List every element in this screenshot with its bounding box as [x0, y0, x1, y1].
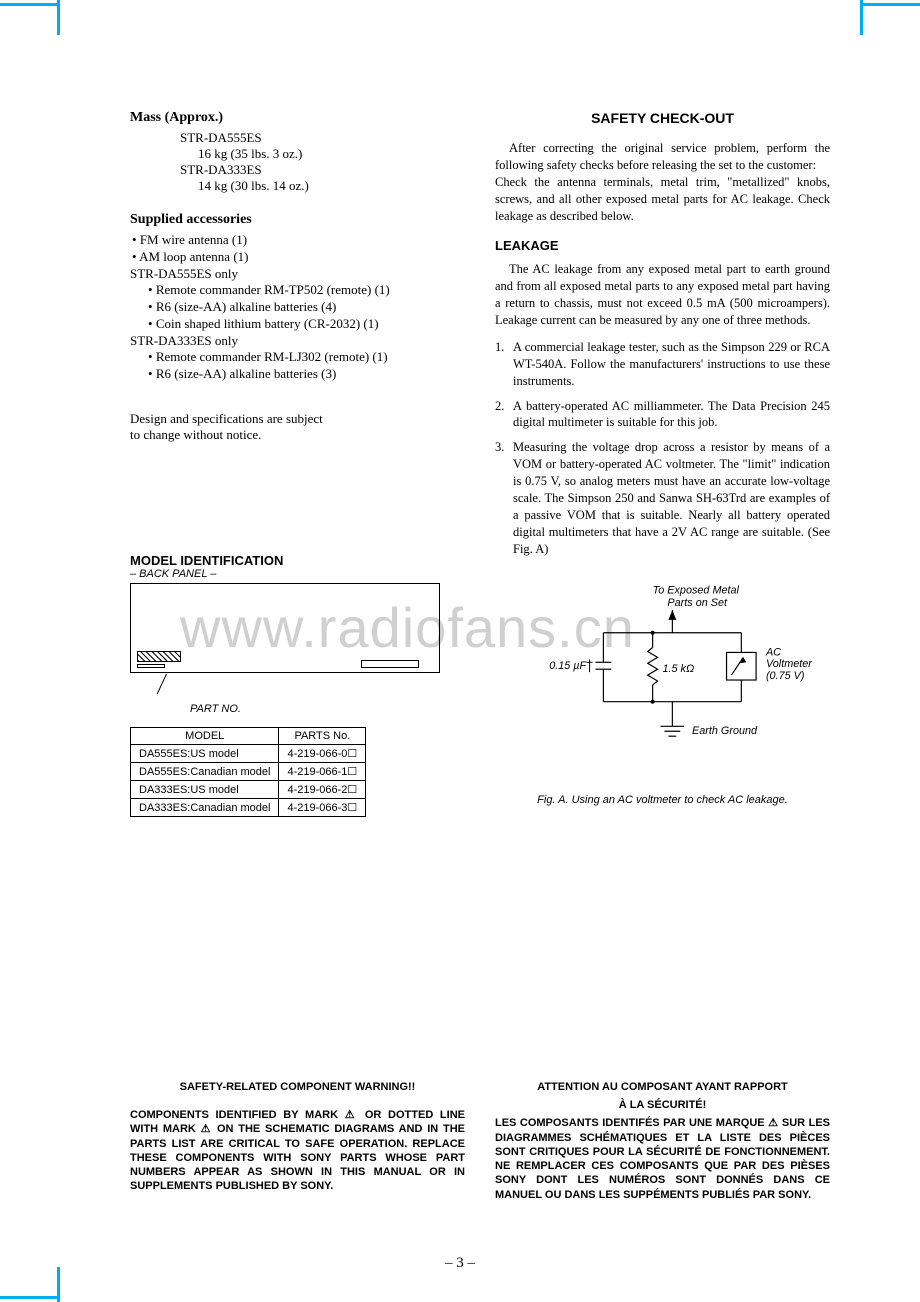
- right-column: SAFETY CHECK-OUT After correcting the or…: [495, 110, 830, 817]
- list-item: 3.Measuring the voltage drop across a re…: [495, 439, 830, 557]
- design-note: to change without notice.: [130, 427, 465, 443]
- leader-line: [157, 674, 167, 694]
- mass-line: STR-DA333ES: [180, 162, 465, 178]
- crop-mark: [860, 0, 863, 35]
- circuit-diagram: To Exposed Metal Parts on Set 0.15 µF 1.…: [495, 577, 830, 797]
- table-cell: DA333ES:US model: [131, 781, 279, 799]
- model-table: MODEL PARTS No. DA555ES:US model 4-219-0…: [130, 727, 366, 817]
- leakage-paragraph: The AC leakage from any exposed metal pa…: [495, 261, 830, 329]
- svg-text:1.5 kΩ: 1.5 kΩ: [663, 664, 695, 676]
- crop-mark: [0, 3, 60, 6]
- mass-values: STR-DA555ES 16 kg (35 lbs. 3 oz.) STR-DA…: [180, 130, 465, 194]
- warning-body: COMPONENTS IDENTIFIED BY MARK ⚠ OR DOTTE…: [130, 1108, 465, 1194]
- table-row: DA333ES:Canadian model 4-219-066-3☐: [131, 799, 366, 817]
- table-header: MODEL: [131, 728, 279, 745]
- list-item: 1.A commercial leakage tester, such as t…: [495, 339, 830, 390]
- part-no-label: PART NO.: [190, 703, 465, 715]
- table-header: PARTS No.: [279, 728, 366, 745]
- list-item: Coin shaped lithium battery (CR-2032) (1…: [148, 316, 465, 332]
- back-panel-label: – BACK PANEL –: [130, 568, 465, 580]
- table-row: DA555ES:Canadian model 4-219-066-1☐: [131, 763, 366, 781]
- accessories-sublist: Remote commander RM-TP502 (remote) (1) R…: [148, 282, 465, 332]
- svg-text:To Exposed Metal: To Exposed Metal: [653, 585, 740, 597]
- table-row: DA333ES:US model 4-219-066-2☐: [131, 781, 366, 799]
- table-cell: 4-219-066-1☐: [279, 763, 366, 781]
- page-number: – 3 –: [0, 1255, 920, 1272]
- list-text: A commercial leakage tester, such as the…: [513, 340, 830, 388]
- warning-title: SAFETY-RELATED COMPONENT WARNING!!: [130, 1080, 465, 1094]
- table-row: DA555ES:US model 4-219-066-0☐: [131, 745, 366, 763]
- page-content: Mass (Approx.) STR-DA555ES 16 kg (35 lbs…: [0, 0, 920, 857]
- crop-mark: [0, 1296, 60, 1299]
- list-item: FM wire antenna (1): [132, 232, 465, 248]
- inner-box: [361, 660, 419, 668]
- accessories-sublist: Remote commander RM-LJ302 (remote) (1) R…: [148, 349, 465, 382]
- list-item: Remote commander RM-TP502 (remote) (1): [148, 282, 465, 298]
- leakage-title: LEAKAGE: [495, 238, 830, 253]
- svg-text:Voltmeter: Voltmeter: [766, 659, 812, 671]
- table-cell: DA333ES:Canadian model: [131, 799, 279, 817]
- svg-text:(0.75 V): (0.75 V): [766, 670, 805, 682]
- crop-mark: [860, 3, 920, 6]
- warning-body: LES COMPOSANTS IDENTIFÉS PAR UNE MARQUE …: [495, 1116, 830, 1202]
- svg-text:AC: AC: [765, 647, 781, 659]
- left-column: Mass (Approx.) STR-DA555ES 16 kg (35 lbs…: [130, 110, 465, 817]
- table-cell: 4-219-066-2☐: [279, 781, 366, 799]
- circuit-svg: To Exposed Metal Parts on Set 0.15 µF 1.…: [495, 577, 830, 787]
- accessories-list: FM wire antenna (1) AM loop antenna (1): [132, 232, 465, 265]
- back-panel-diagram: [130, 583, 440, 673]
- list-item: 2.A battery-operated AC milliammeter. Th…: [495, 398, 830, 432]
- mass-title: Mass (Approx.): [130, 110, 465, 126]
- crop-mark: [57, 1267, 60, 1302]
- safety-paragraph: After correcting the original service pr…: [495, 140, 830, 174]
- model-label: STR-DA333ES only: [130, 333, 465, 349]
- warning-title: ATTENTION AU COMPOSANT AYANT RAPPORT: [495, 1080, 830, 1094]
- hatch-box: [137, 651, 181, 662]
- svg-text:Parts on Set: Parts on Set: [667, 598, 728, 610]
- warning-english: SAFETY-RELATED COMPONENT WARNING!! COMPO…: [130, 1080, 465, 1202]
- safety-paragraph: Check the antenna terminals, metal trim,…: [495, 174, 830, 225]
- mass-line: STR-DA555ES: [180, 130, 465, 146]
- list-item: Remote commander RM-LJ302 (remote) (1): [148, 349, 465, 365]
- list-text: A battery-operated AC milliammeter. The …: [513, 399, 830, 430]
- table-row: MODEL PARTS No.: [131, 728, 366, 745]
- svg-text:0.15 µF: 0.15 µF: [549, 661, 587, 673]
- list-text: Measuring the voltage drop across a resi…: [513, 440, 830, 555]
- model-label: STR-DA555ES only: [130, 266, 465, 282]
- crop-mark: [57, 0, 60, 35]
- svg-text:Earth Ground: Earth Ground: [692, 726, 758, 738]
- list-item: R6 (size-AA) alkaline batteries (3): [148, 366, 465, 382]
- mass-line: 16 kg (35 lbs. 3 oz.): [198, 146, 465, 162]
- warnings-section: SAFETY-RELATED COMPONENT WARNING!! COMPO…: [130, 1080, 830, 1202]
- warning-french: ATTENTION AU COMPOSANT AYANT RAPPORT À L…: [495, 1080, 830, 1202]
- table-cell: 4-219-066-0☐: [279, 745, 366, 763]
- accessories-title: Supplied accessories: [130, 212, 465, 228]
- model-id-title: MODEL IDENTIFICATION: [130, 553, 465, 568]
- leakage-methods-list: 1.A commercial leakage tester, such as t…: [495, 339, 830, 558]
- list-item: R6 (size-AA) alkaline batteries (4): [148, 299, 465, 315]
- list-item: AM loop antenna (1): [132, 249, 465, 265]
- mass-line: 14 kg (30 lbs. 14 oz.): [198, 178, 465, 194]
- table-cell: 4-219-066-3☐: [279, 799, 366, 817]
- table-cell: DA555ES:Canadian model: [131, 763, 279, 781]
- table-cell: DA555ES:US model: [131, 745, 279, 763]
- safety-checkout-title: SAFETY CHECK-OUT: [495, 110, 830, 126]
- hatch-under: [137, 664, 165, 668]
- figure-caption: Fig. A. Using an AC voltmeter to check A…: [495, 794, 830, 806]
- design-note: Design and specifications are subject: [130, 411, 465, 427]
- warning-title: À LA SÉCURITÉ!: [495, 1098, 830, 1112]
